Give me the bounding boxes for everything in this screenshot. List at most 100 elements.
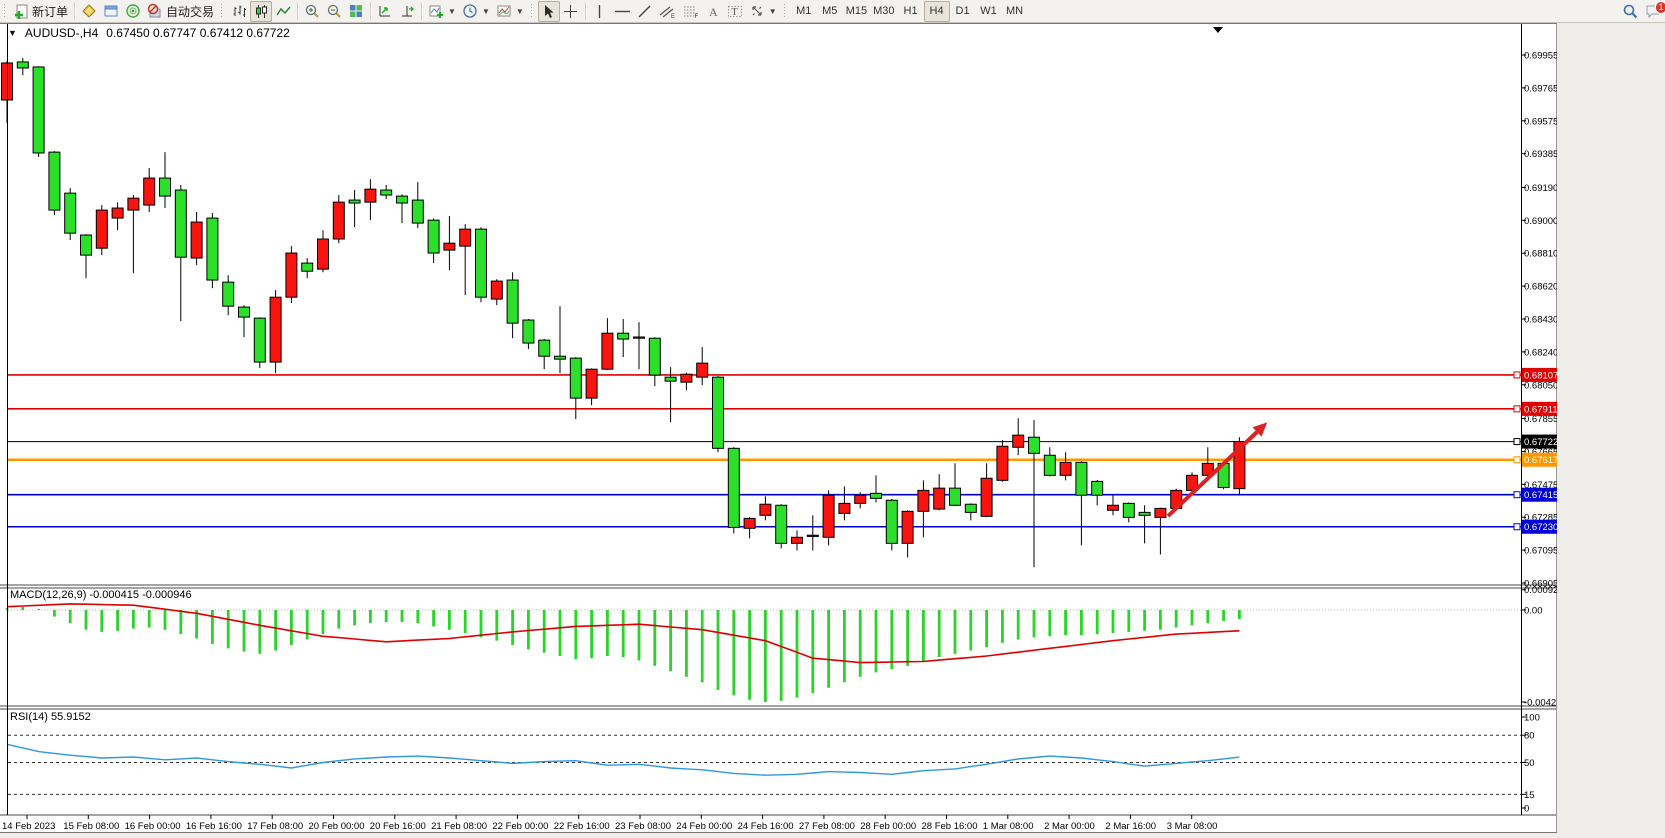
channel-icon: E [659, 6, 675, 19]
line-chart-button[interactable] [272, 1, 294, 22]
chart-shift-icon [402, 6, 414, 17]
toolbar-grip[interactable] [782, 3, 788, 19]
zoom-in-button[interactable] [301, 1, 323, 22]
svg-text:0.67855: 0.67855 [1524, 414, 1557, 425]
svg-text:0.69190: 0.69190 [1524, 183, 1557, 194]
navigator-button[interactable] [122, 1, 144, 22]
tf-button-mn[interactable]: MN [1005, 5, 1024, 17]
horizontal-line-icon [614, 10, 630, 12]
crosshair-button[interactable] [560, 1, 582, 22]
periods-button[interactable]: ▼ [459, 1, 493, 22]
autotrading-label: 自动交易 [166, 4, 215, 19]
svg-text:0.67911: 0.67911 [1524, 404, 1557, 415]
notification-badge: 1 [1655, 0, 1665, 14]
svg-text:27 Feb 08:00: 27 Feb 08:00 [799, 821, 855, 832]
rsi-indicator-label: RSI(14) 55.9152 [10, 711, 91, 723]
arrows-button[interactable]: ▼ [746, 1, 780, 22]
toolbar-separator [74, 2, 76, 20]
toolbar-separator [370, 2, 372, 20]
zoom-in-icon [305, 4, 319, 18]
search-icon [1623, 4, 1638, 18]
trendline-button[interactable] [634, 1, 656, 22]
svg-text:20 Feb 16:00: 20 Feb 16:00 [370, 821, 426, 832]
auto-scroll-button[interactable] [374, 1, 396, 22]
vertical-line-button[interactable] [589, 1, 611, 22]
svg-text:17 Feb 08:00: 17 Feb 08:00 [247, 821, 303, 832]
tile-windows-button[interactable] [345, 1, 367, 22]
line-chart-icon [275, 6, 291, 15]
tf-button-d1[interactable]: D1 [955, 5, 970, 17]
svg-text:16 Feb 16:00: 16 Feb 16:00 [186, 821, 242, 832]
market-watch-icon [82, 4, 96, 18]
fibonacci-icon: F [683, 6, 698, 19]
svg-text:15: 15 [1524, 790, 1535, 801]
crosshair-icon [564, 4, 578, 18]
templates-icon [497, 5, 511, 17]
navigator-icon [126, 4, 140, 18]
cursor-button[interactable] [537, 0, 560, 22]
svg-text:80: 80 [1524, 731, 1535, 742]
notifications-button[interactable]: 1 [1642, 0, 1665, 22]
tf-button-m30[interactable]: M30 [873, 5, 895, 17]
periods-icon [463, 4, 477, 18]
toolbar-separator [297, 2, 299, 20]
text-button[interactable]: A [702, 1, 724, 22]
tf-button-h1[interactable]: H1 [903, 5, 918, 17]
new-order-button[interactable]: 新订单 [11, 1, 71, 22]
zoom-out-button[interactable] [323, 1, 345, 22]
svg-text:0.000925: 0.000925 [1524, 585, 1557, 596]
tf-button-h4[interactable]: H4 [923, 0, 950, 22]
svg-text:0.67230: 0.67230 [1524, 522, 1557, 533]
search-button[interactable] [1619, 1, 1642, 22]
toolbar-grip[interactable] [529, 3, 535, 19]
svg-text:0.69955: 0.69955 [1524, 51, 1557, 62]
tf-button-m15[interactable]: M15 [845, 5, 868, 17]
svg-text:21 Feb 08:00: 21 Feb 08:00 [431, 821, 487, 832]
one-click-collapse-icon[interactable]: ▼ [8, 28, 17, 38]
fibonacci-button[interactable]: F [679, 1, 702, 22]
toolbar-grip[interactable] [220, 3, 226, 19]
toolbar-grip[interactable] [3, 3, 8, 19]
svg-text:100: 100 [1524, 713, 1540, 724]
svg-text:A: A [709, 5, 718, 19]
label-button[interactable]: T [724, 1, 746, 22]
chart-shift-button[interactable] [396, 1, 418, 22]
data-window-icon [104, 5, 118, 17]
arrows-icon [752, 6, 762, 16]
toolbar-separator [421, 2, 423, 20]
add-indicator-button[interactable]: ▼ [425, 1, 459, 22]
svg-text:0.69575: 0.69575 [1524, 116, 1557, 127]
svg-text:F: F [694, 14, 698, 19]
data-window-button[interactable] [100, 1, 122, 22]
autotrading-icon [147, 3, 161, 18]
new-order-icon [15, 4, 28, 19]
market-watch-button[interactable] [78, 1, 100, 22]
horizontal-line-button[interactable] [611, 1, 634, 22]
svg-text:2 Mar 16:00: 2 Mar 16:00 [1105, 821, 1156, 832]
add-indicator-icon [429, 5, 444, 18]
svg-text:0.67415: 0.67415 [1524, 490, 1557, 501]
symbol-period-label: AUDUSD-,H4 [24, 26, 99, 40]
channel-button[interactable]: E [656, 1, 679, 22]
tf-button-w1[interactable]: W1 [980, 5, 997, 17]
templates-button[interactable]: ▼ [493, 1, 527, 22]
chart-canvas[interactable]: 0.69955 0.69765 0.69575 0.69385 0.69190 0.690… [0, 23, 1557, 834]
chart-title: ▼ AUDUSD-,H4 0.67450 0.67747 0.67412 0.6… [8, 26, 290, 40]
tf-button-m1[interactable]: M1 [796, 5, 812, 17]
svg-text:E: E [671, 14, 675, 19]
svg-text:28 Feb 00:00: 28 Feb 00:00 [860, 821, 916, 832]
svg-text:24 Feb 16:00: 24 Feb 16:00 [738, 821, 794, 832]
dropdown-caret: ▼ [448, 6, 456, 16]
svg-text:20 Feb 00:00: 20 Feb 00:00 [309, 821, 365, 832]
candlestick-button[interactable] [250, 0, 273, 22]
svg-text:15 Feb 08:00: 15 Feb 08:00 [63, 821, 119, 832]
svg-text:3 Mar 08:00: 3 Mar 08:00 [1167, 821, 1218, 832]
new-order-label: 新订单 [32, 4, 69, 19]
svg-text:22 Feb 00:00: 22 Feb 00:00 [492, 821, 548, 832]
bar-chart-button[interactable] [228, 1, 250, 22]
tf-button-m5[interactable]: M5 [822, 5, 838, 17]
autotrading-button[interactable]: 自动交易 [144, 1, 217, 22]
svg-text:0.68620: 0.68620 [1524, 282, 1557, 293]
tile-windows-icon [350, 5, 363, 17]
